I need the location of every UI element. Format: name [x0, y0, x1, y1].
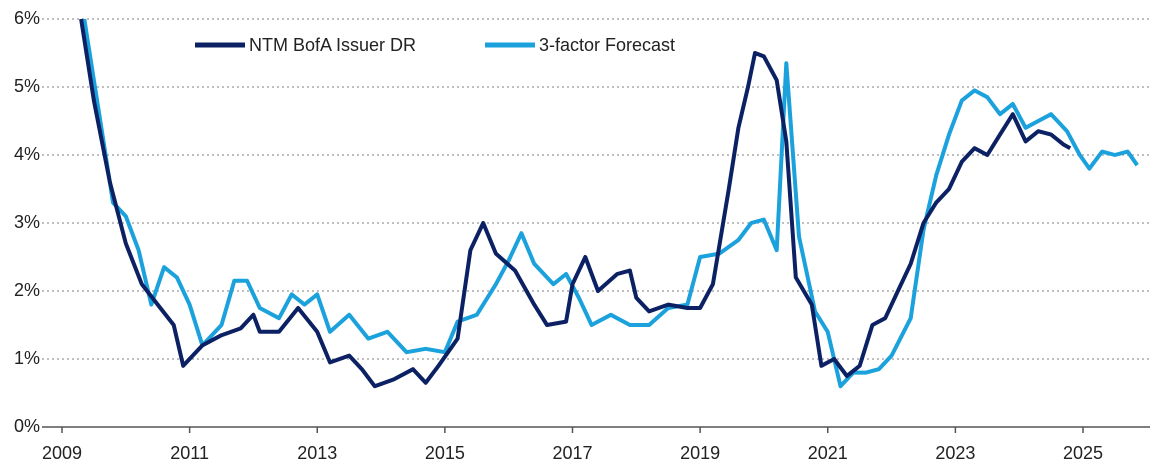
series-line [82, 18, 1139, 389]
x-tick-label: 2013 [297, 443, 337, 463]
x-tick-label: 2015 [425, 443, 465, 463]
x-tick-label: 2023 [935, 443, 975, 463]
x-tick-label: 2019 [680, 443, 720, 463]
legend-label: 3-factor Forecast [539, 35, 675, 55]
y-tick-label: 5% [14, 76, 40, 96]
x-tick-label: 2021 [808, 443, 848, 463]
y-tick-label: 0% [14, 416, 40, 436]
x-tick-label: 2011 [170, 443, 209, 463]
x-tick-label: 2025 [1063, 443, 1103, 463]
legend-label: NTM BofA Issuer DR [249, 35, 416, 55]
y-tick-label: 4% [14, 144, 40, 164]
y-tick-label: 3% [14, 212, 40, 232]
y-tick-label: 2% [14, 280, 40, 300]
x-tick-label: 2009 [42, 443, 82, 463]
x-tick-label: 2017 [552, 443, 592, 463]
y-tick-label: 6% [14, 8, 40, 28]
series-line [79, 18, 1072, 389]
y-tick-label: 1% [14, 348, 40, 368]
